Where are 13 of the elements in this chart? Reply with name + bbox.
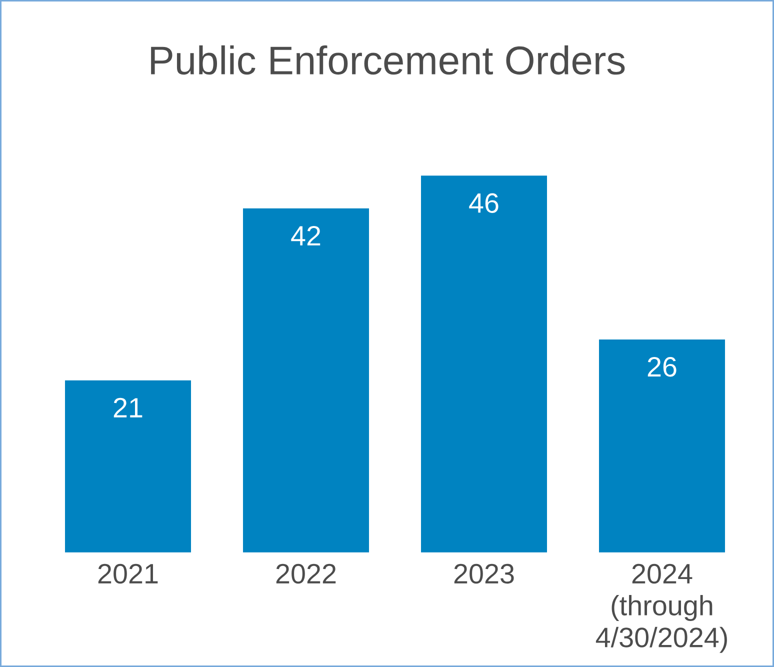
x-tick-label: 2024 (through 4/30/2024)	[596, 564, 727, 653]
bar	[65, 380, 191, 552]
data-label: 21	[114, 398, 142, 418]
data-label: 42	[291, 226, 320, 246]
bar	[599, 339, 726, 552]
bar	[243, 208, 370, 552]
data-label: 26	[648, 356, 676, 377]
x-tick-label: 2023	[454, 564, 514, 584]
bar	[421, 176, 548, 552]
x-tick-label: 2022	[276, 564, 336, 584]
chart-title: Public Enforcement Orders	[151, 45, 625, 75]
data-label: 46	[469, 193, 498, 213]
x-tick-label: 2021	[98, 564, 158, 584]
